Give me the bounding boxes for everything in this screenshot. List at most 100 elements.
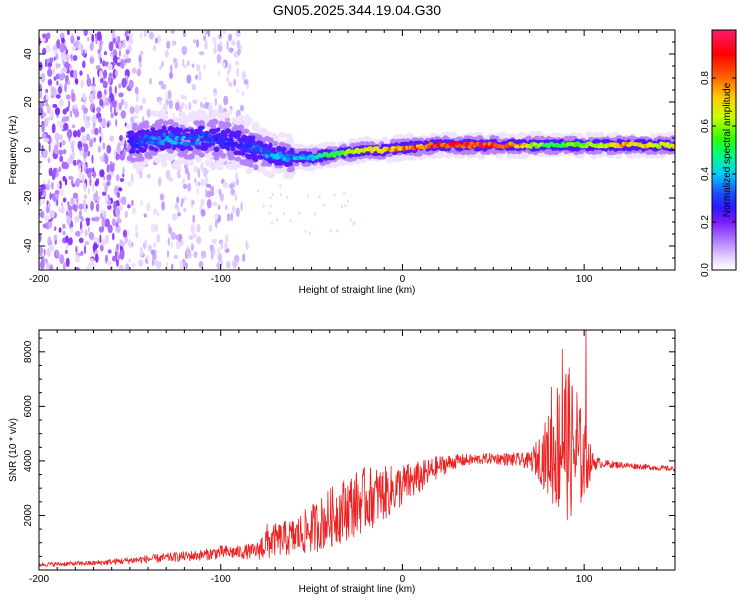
spectrogram-noise-cell [133,114,139,120]
spectrogram-noise-cell [166,40,171,49]
spectrogram-xtick-label: 100 [576,274,593,285]
spectrogram-ridge-cell [169,140,175,145]
spectrogram-noise-cell [204,96,207,102]
spectrogram-noise-cell [190,243,194,251]
spectrogram-noise-cell [112,218,116,227]
spectrogram-envelope-cell [146,154,153,160]
spectrogram-noise-cell [95,190,98,199]
spectrogram-ridge-cell [246,147,252,153]
spectrogram-noise-cell [99,57,102,64]
spectrogram-noise-cell [211,238,217,244]
spectrogram-noise-cell [91,114,98,124]
spectrogram-ridge-cell [181,135,186,139]
spectrogram-noise-cell [185,248,191,257]
spectrogram-envelope-cell [187,146,194,151]
spectrogram-noise-cell [53,234,58,241]
spectrogram-ridge-cell [157,136,162,142]
spectrogram-envelope-cell [194,156,203,163]
spectrogram-noise-cell [128,258,131,263]
snr-ytick-label: 8000 [23,340,34,363]
spectrogram-noise-cell [95,203,100,212]
spectrogram-noise-cell [59,254,65,265]
spectrogram-noise-cell [47,157,51,164]
spectrogram-noise-cell [81,135,87,144]
spectrogram-noise-cell [69,138,72,146]
spectrogram-ridge-cell [193,136,198,140]
spectrogram-noise-cell [195,39,200,48]
spectrogram-noise-cell [110,112,114,119]
spectrogram-noise-cell [129,182,132,187]
spectrogram-noise-cell [171,213,178,221]
spectrogram-noise-cell [90,85,96,91]
spectrogram-noise-cell [76,36,80,41]
spectrogram-noise-cell [235,30,241,37]
spectrogram-noise-cell [193,251,198,258]
spectrogram-noise-cell [231,40,236,46]
spectrogram-noise-cell [42,38,46,43]
spectrogram-noise-cell [346,199,350,203]
spectrogram-noise-cell [62,175,66,182]
spectrogram-noise-cell [143,213,147,218]
spectrogram-noise-cell [92,76,95,85]
spectrogram-noise-cell [139,169,143,179]
spectrogram-noise-cell [87,76,91,87]
spectrogram-noise-cell [108,85,113,96]
spectrogram-noise-cell [52,88,57,96]
colorbar-gradient [711,29,737,271]
spectrogram-noise-cell [115,106,119,113]
spectrogram-noise-cell [108,97,111,103]
spectrogram-noise-cell [111,30,116,39]
spectrogram-noise-cell [82,143,89,152]
spectrogram-noise-cell [107,199,111,207]
spectrogram-noise-cell [181,177,186,186]
spectrogram-noise-cell [56,39,60,49]
spectrogram-envelope-cell [193,120,201,126]
spectrogram-noise-cell [70,54,73,59]
spectrogram-noise-cell [228,81,233,88]
spectrogram-noise-cell [49,264,54,270]
spectrogram-noise-cell [116,257,119,267]
spectrogram-noise-cell [116,58,122,63]
spectrogram-envelope-cell [238,124,245,130]
spectrogram-ridge-cell [147,140,152,145]
spectrogram-noise-cell [99,136,102,143]
spectrogram-noise-cell [68,100,71,108]
spectrogram-noise-cell [90,200,94,211]
spectrogram-noise-cell [112,255,117,262]
spectrogram-noise-cell [112,232,115,241]
spectrogram-noise-cell [87,36,90,42]
spectrogram-ytick-label: 20 [23,96,34,108]
spectrogram-noise-cell [136,94,139,103]
spectrogram-noise-cell [186,60,190,67]
spectrogram-noise-cell [102,181,106,187]
spectrogram-noise-cell [262,204,265,208]
spectrogram-noise-cell [116,243,119,251]
spectrogram-noise-cell [87,226,90,233]
spectrogram-envelope-cell [198,152,205,158]
spectrogram-noise-cell [188,235,194,240]
spectrogram-envelope-cell [225,146,231,151]
spectrogram-noise-cell [46,32,51,40]
spectrogram-noise-cell [135,231,139,239]
colorbar-tick-label: 0.8 [700,71,711,85]
spectrogram-noise-cell [54,107,61,116]
spectrogram-noise-cell [349,218,353,222]
spectrogram-noise-cell [88,31,92,37]
spectrogram-noise-cell [156,234,161,243]
spectrogram-noise-cell [44,214,50,221]
spectrogram-ridge-cell [250,143,255,147]
spectrogram-noise-cell [177,212,182,217]
spectrogram-envelope-cell [224,122,232,128]
spectrogram-noise-cell [61,116,67,123]
spectrogram-noise-cell [87,150,90,157]
spectrogram-ridge-cell [261,149,267,154]
spectrogram-noise-cell [113,55,118,64]
spectrogram-noise-cell [190,224,196,234]
spectrogram-noise-cell [217,246,221,256]
spectrogram-noise-cell [119,178,125,182]
spectrogram-noise-cell [192,39,196,44]
spectrogram-noise-cell [228,47,234,53]
spectrogram-noise-cell [195,63,201,72]
spectrogram-noise-cell [340,204,344,209]
